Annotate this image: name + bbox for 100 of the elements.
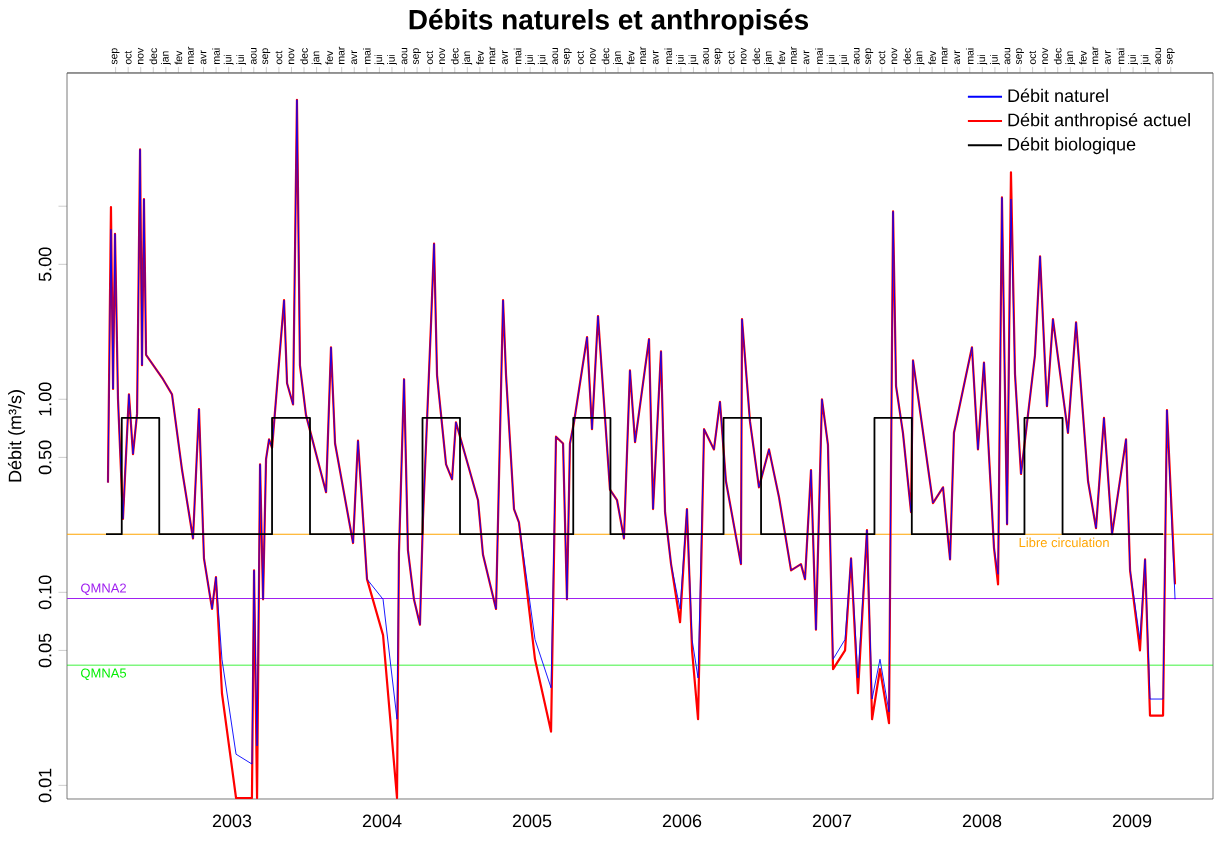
x2-tick-label: aou bbox=[250, 47, 257, 65]
x2-tick-label: mar bbox=[489, 46, 496, 64]
x2-tick-label: mar bbox=[338, 46, 345, 64]
y-tick-label: 0.10 bbox=[38, 575, 52, 610]
x2-tick-label: mai bbox=[664, 48, 673, 64]
x2-tick-label: oct bbox=[124, 50, 132, 65]
x2-tick-label: fev bbox=[626, 50, 635, 65]
ref-line-label: QMNA2 bbox=[81, 583, 126, 595]
y-tick-label: 5.00 bbox=[38, 247, 52, 282]
x2-tick-label: oct bbox=[1029, 50, 1037, 65]
x2-tick-label: mai bbox=[815, 48, 823, 64]
x2-tick-label: jan bbox=[1065, 51, 1076, 65]
x2-tick-label: jan bbox=[613, 51, 623, 65]
x2-tick-label: sep bbox=[262, 48, 271, 65]
ref-line-label: Libre circulation bbox=[1019, 537, 1109, 548]
x-tick-label: 2006 bbox=[662, 814, 702, 828]
x2-tick-label: oct bbox=[426, 50, 434, 65]
x2-tick-label: jui bbox=[977, 54, 988, 65]
x2-tick-label: sep bbox=[865, 48, 874, 65]
x2-tick-label: jui bbox=[839, 54, 850, 65]
x2-tick-label: avr bbox=[502, 50, 508, 65]
x2-tick-label: dec bbox=[752, 48, 761, 65]
x2-tick-label: avr bbox=[200, 50, 207, 65]
x2-tick-label: dec bbox=[450, 48, 459, 65]
legend-label: Débit anthropisé actuel bbox=[1008, 112, 1190, 130]
x2-tick-label: nov bbox=[288, 47, 295, 64]
x2-tick-label: sep bbox=[1166, 48, 1175, 65]
x2-tick-label: dec bbox=[300, 48, 308, 65]
x2-tick-label: jan bbox=[160, 51, 171, 65]
x2-tick-label: nov bbox=[137, 47, 144, 64]
x2-tick-label: aou bbox=[1155, 47, 1162, 65]
x2-tick-label: jui bbox=[826, 54, 837, 65]
x2-tick-label: sep bbox=[563, 48, 572, 65]
x2-tick-label: jui bbox=[688, 54, 699, 65]
x2-tick-label: sep bbox=[413, 48, 421, 65]
y-tick-label: 1.00 bbox=[38, 382, 52, 416]
x2-tick-label: jan bbox=[914, 51, 925, 65]
x2-tick-label: jui bbox=[374, 54, 385, 65]
x2-tick-label: avr bbox=[652, 50, 659, 65]
x2-tick-label: dec bbox=[903, 48, 911, 65]
x2-tick-label: jui bbox=[387, 54, 397, 65]
x2-tick-label: fev bbox=[325, 50, 333, 65]
x2-tick-label: dec bbox=[601, 48, 610, 65]
y-tick-label: 0.01 bbox=[38, 768, 52, 803]
x2-tick-label: mar bbox=[941, 46, 948, 64]
x2-tick-label: mai bbox=[965, 48, 974, 64]
x-tick-label: 2008 bbox=[962, 814, 1002, 828]
x2-tick-label: jui bbox=[1140, 54, 1151, 65]
x2-tick-label: aou bbox=[552, 47, 559, 65]
x2-tick-label: aou bbox=[853, 47, 860, 65]
x-tick-label: 2003 bbox=[212, 814, 252, 828]
x2-tick-label: oct bbox=[275, 50, 283, 65]
x2-tick-label: sep bbox=[1016, 48, 1024, 65]
x2-tick-label: mai bbox=[513, 48, 522, 64]
x2-tick-label: aou bbox=[1004, 47, 1011, 65]
x2-tick-label: jui bbox=[223, 54, 234, 65]
x-tick-label: 2009 bbox=[1112, 814, 1152, 828]
x2-tick-label: jui bbox=[676, 54, 686, 65]
x2-tick-label: jui bbox=[236, 54, 247, 65]
ref-line-label: QMNA5 bbox=[81, 668, 127, 680]
x2-tick-label: mar bbox=[188, 46, 194, 64]
x-tick-label: 2005 bbox=[512, 814, 552, 828]
x2-tick-label: fev bbox=[476, 50, 484, 65]
x2-tick-label: jan bbox=[462, 51, 473, 65]
x2-tick-label: dec bbox=[149, 48, 158, 65]
x2-tick-label: mar bbox=[791, 46, 797, 64]
x2-tick-label: mai bbox=[212, 48, 220, 64]
x2-tick-label: aou bbox=[703, 47, 709, 65]
x2-tick-label: jan bbox=[311, 51, 322, 65]
x2-tick-label: oct bbox=[878, 50, 886, 65]
x2-tick-label: fev bbox=[174, 50, 183, 65]
x2-tick-label: sep bbox=[714, 48, 723, 65]
y-tick-label: 0.05 bbox=[38, 633, 52, 668]
x2-tick-label: fev bbox=[928, 50, 936, 65]
y-tick-label: 0.50 bbox=[38, 440, 52, 475]
x2-tick-label: jui bbox=[537, 54, 548, 65]
x2-tick-label: jui bbox=[525, 54, 535, 65]
x2-tick-label: nov bbox=[1042, 47, 1049, 64]
x2-tick-label: oct bbox=[576, 50, 584, 65]
x2-tick-label: nov bbox=[590, 47, 596, 64]
x2-tick-label: fev bbox=[1079, 50, 1087, 65]
x2-tick-label: mai bbox=[362, 48, 371, 64]
x2-tick-label: jan bbox=[763, 51, 774, 65]
x2-tick-label: jui bbox=[990, 54, 1000, 65]
x2-tick-label: aou bbox=[401, 47, 408, 65]
chart-title: Débits naturels et anthropisés bbox=[409, 8, 809, 36]
x2-tick-label: nov bbox=[439, 47, 446, 64]
x2-tick-label: fev bbox=[777, 50, 786, 65]
x2-tick-label: mar bbox=[640, 46, 647, 64]
legend-label: Débit naturel bbox=[1008, 88, 1108, 103]
x2-tick-label: avr bbox=[803, 50, 810, 65]
x2-tick-label: nov bbox=[891, 47, 898, 64]
x2-tick-label: nov bbox=[740, 47, 747, 64]
x2-tick-label: avr bbox=[1105, 50, 1111, 65]
legend-label: Débit biologique bbox=[1008, 137, 1136, 155]
x2-tick-label: dec bbox=[1053, 48, 1062, 65]
x2-tick-label: jui bbox=[1128, 54, 1138, 65]
x2-tick-label: avr bbox=[351, 50, 358, 65]
x-tick-label: 2007 bbox=[812, 814, 852, 828]
y-axis-title: Débit (m³/s) bbox=[7, 390, 25, 482]
